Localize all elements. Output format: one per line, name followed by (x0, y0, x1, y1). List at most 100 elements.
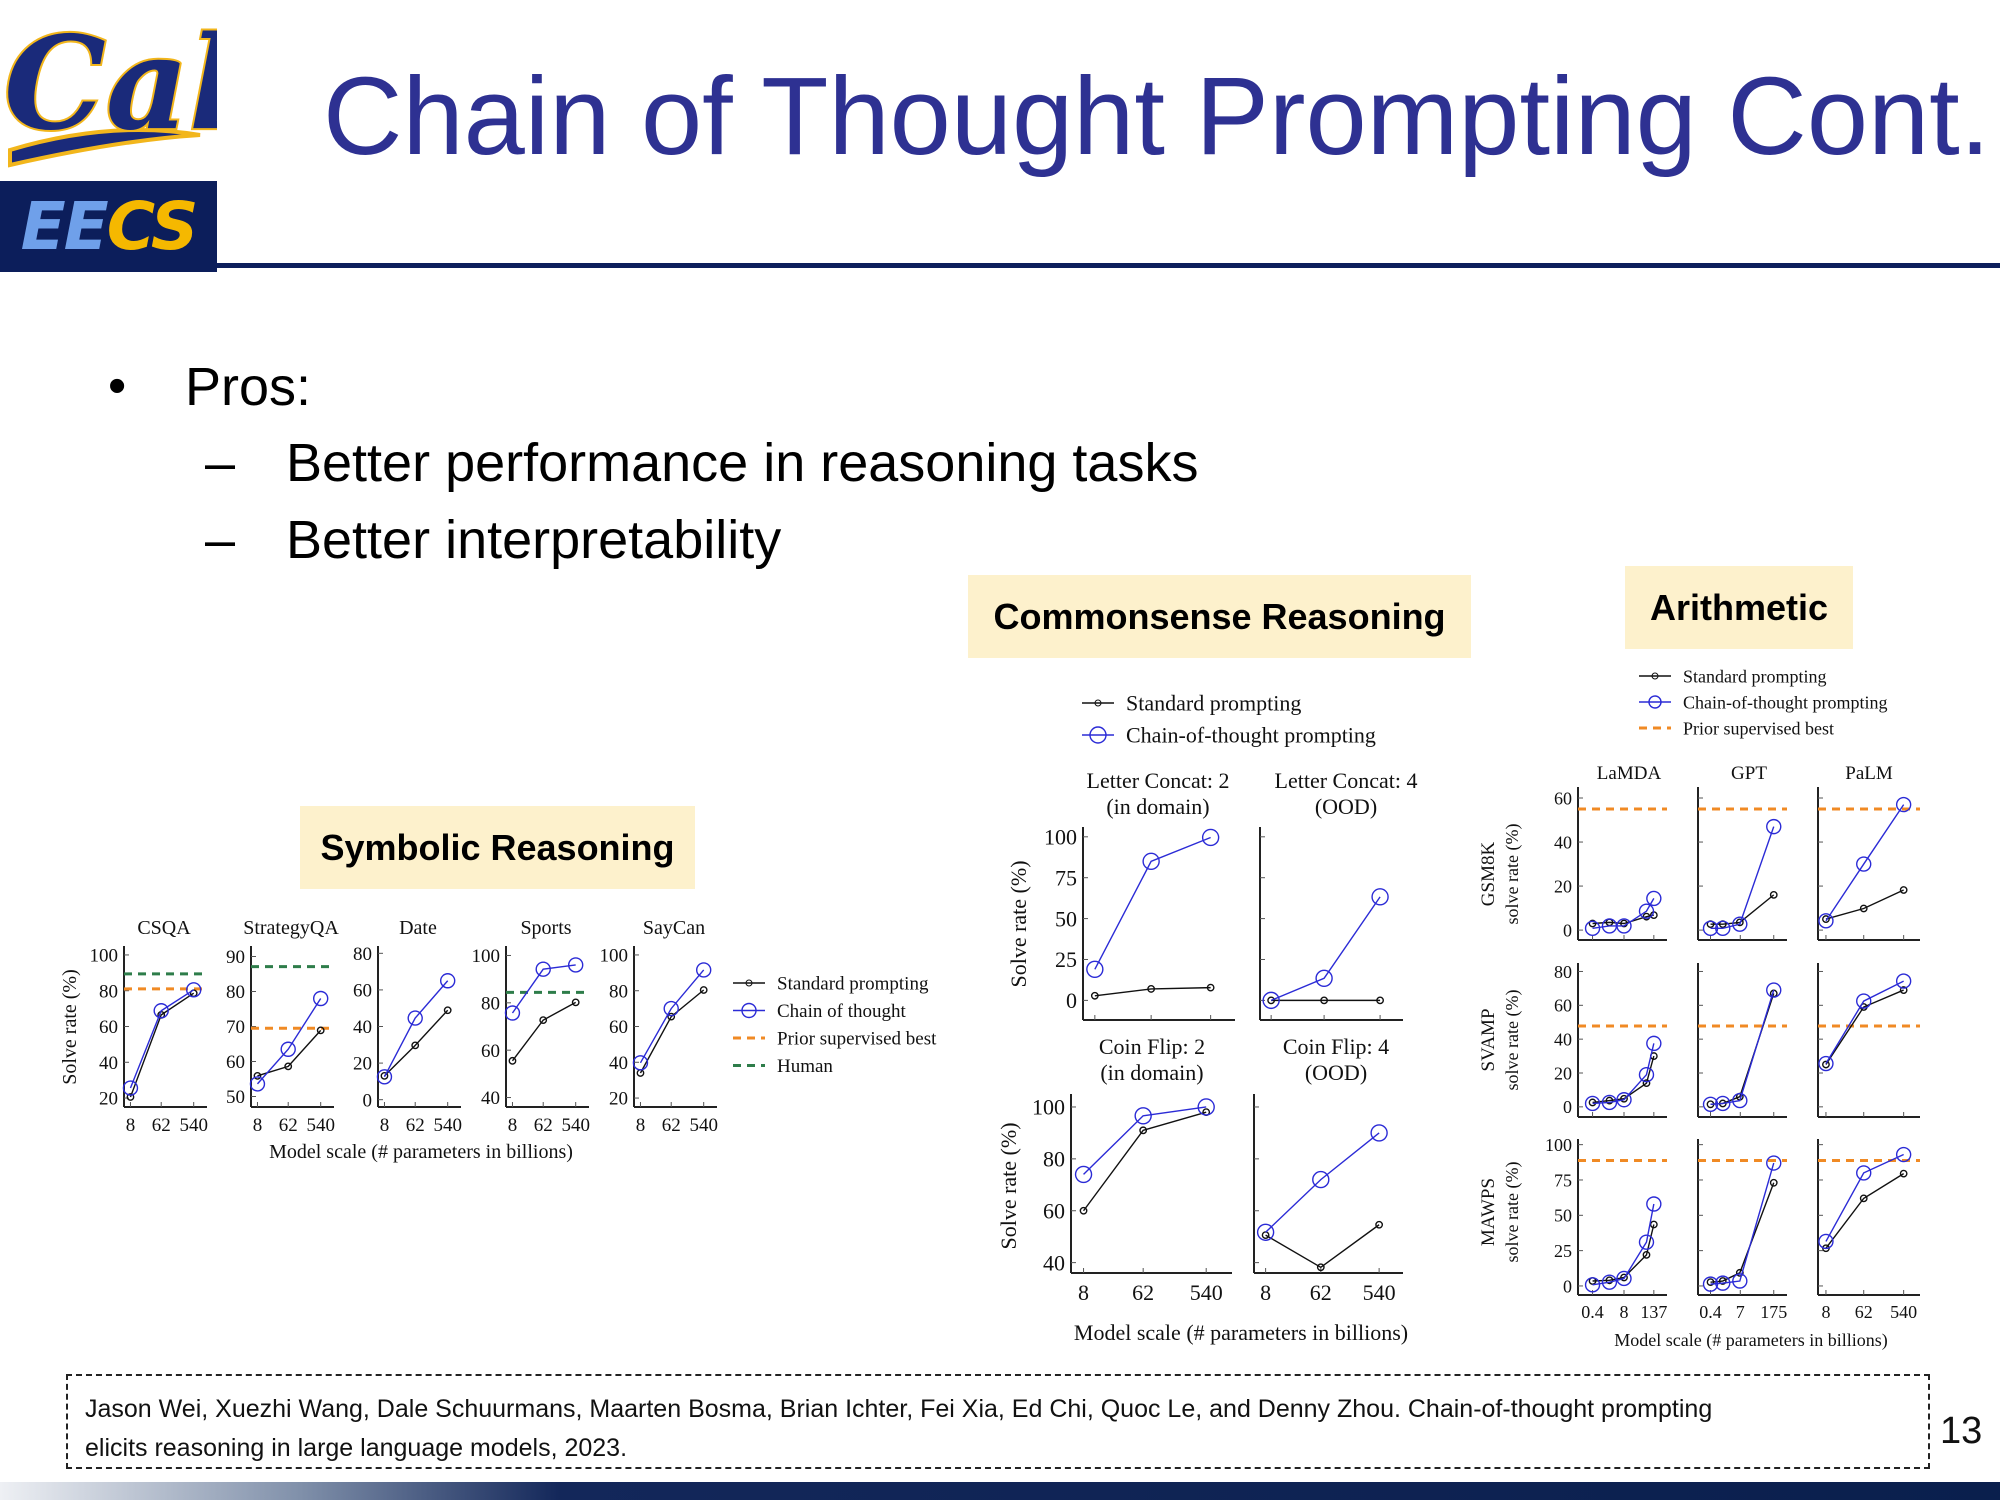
standard-prompting-point (1899, 986, 1908, 994)
panel-gpt-mawps: 0.4 7 175 (1697, 1139, 1787, 1322)
chain-of-thought-point (1895, 973, 1912, 989)
standard-prompting-point (1620, 1273, 1628, 1282)
chain-of-thought-point (567, 957, 584, 973)
x-tick-label: 8 (126, 1115, 136, 1136)
x-tick-label: 540 (1363, 1280, 1396, 1305)
chain-of-thought-line (256, 998, 322, 1085)
y-tick-label: 80 (226, 982, 245, 1003)
standard-prompting-point (1375, 1220, 1384, 1229)
standard-prompting-point (1588, 1098, 1597, 1107)
y-tick-label: 60 (226, 1052, 245, 1073)
citation-box (66, 1374, 1930, 1469)
panel-palm-mawps: 8 62 540 (1817, 1139, 1920, 1322)
y-tick-label: 40 (481, 1088, 500, 1109)
standard-prompting-point (1769, 1178, 1778, 1187)
chain-of-thought-point (1732, 1273, 1748, 1289)
standard-prompting-point (1822, 1060, 1830, 1069)
y-tick-label: 75 (1055, 865, 1077, 890)
bottom-bar (0, 1482, 2000, 1500)
chain-of-thought-point (1201, 828, 1220, 847)
panel-symbolic-3: 8 62 540 Coin Flip: 4(OOD) (1253, 1034, 1403, 1305)
panel-symbolic-2: 40 60 80 100 8 62 540 Coin Flip: 2(in domain) (1032, 1034, 1232, 1305)
x-tick-label: 8 (380, 1115, 390, 1136)
cal-logo-text: Cal (4, 9, 217, 159)
y-tick-label: 100 (1032, 1095, 1065, 1120)
standard-prompting-point (1376, 996, 1384, 1005)
panel-lamda-gsm8k: 0 20 40 60 (1554, 787, 1667, 941)
legend-item: Chain-of-thought prompting (1082, 723, 1376, 748)
standard-prompting-line (1825, 889, 1904, 920)
y-tick-label: 75 (1554, 1170, 1572, 1190)
x-tick-label: 540 (1190, 1280, 1223, 1305)
x-tick-label: 540 (433, 1115, 462, 1136)
legend-cot-marker (1089, 726, 1107, 744)
legend-cot-marker (741, 1002, 757, 1019)
standard-prompting-point (571, 998, 580, 1007)
legend-label: Standard prompting (1126, 691, 1301, 716)
panel-lamda-svamp: 0 20 40 60 80 (1554, 962, 1667, 1118)
panel-title: StrategyQA (243, 917, 339, 939)
standard-prompting-point (1859, 904, 1868, 913)
x-tick-label: 8 (636, 1115, 646, 1136)
chain-of-thought-line (1270, 896, 1381, 1002)
standard-prompting-line (1825, 1173, 1905, 1249)
chain-of-thought-point (1074, 1165, 1093, 1184)
standard-prompting-point (1147, 985, 1156, 993)
citation-line-2: elicits reasoning in large language mode… (85, 1434, 628, 1462)
chain-of-thought-point (439, 973, 456, 989)
chain-of-thought-line (1825, 804, 1905, 922)
y-tick-label: 60 (481, 1041, 500, 1062)
y-tick-label: 20 (99, 1089, 118, 1110)
chain-of-thought-line (1710, 826, 1775, 930)
y-tick-label: 0 (1563, 1276, 1572, 1296)
standard-prompting-point (1649, 1052, 1658, 1060)
standard-prompting-point (1718, 920, 1727, 929)
legend-item: Chain of thought (733, 1001, 906, 1022)
y-tick-label: 25 (1554, 1241, 1572, 1261)
y-tick-label: 100 (1545, 1135, 1572, 1155)
standard-prompting-point (316, 1026, 325, 1035)
standard-prompting-point (380, 1071, 389, 1080)
standard-prompting-point (1320, 996, 1329, 1005)
cal-logo: Cal (0, 0, 239, 172)
standard-prompting-point (1605, 918, 1614, 927)
chain-of-thought-point (1315, 969, 1333, 987)
y-tick-label: 60 (1554, 788, 1572, 808)
chain-of-thought-point (1715, 1275, 1731, 1291)
row-label: solve rate (%) (1502, 990, 1523, 1091)
chain-of-thought-point (1715, 920, 1731, 937)
chain-of-thought-point (1134, 1107, 1152, 1125)
x-tick-label: 8 (1260, 1280, 1271, 1305)
standard-prompting-point (189, 989, 198, 998)
standard-prompting-point (1822, 1244, 1830, 1253)
standard-prompting-point (1899, 886, 1908, 894)
standard-prompting-point (1649, 1220, 1658, 1229)
chain-of-thought-line (511, 964, 576, 1014)
panel-title: (in domain) (1106, 794, 1209, 819)
chain-of-thought-line (129, 989, 195, 1089)
x-tick-label: 540 (561, 1115, 590, 1136)
standard-prompting-point (1706, 1278, 1715, 1287)
x-tick-label: 62 (406, 1115, 425, 1136)
chain-of-thought-point (1601, 918, 1618, 934)
chain-of-thought-point (1197, 1098, 1215, 1116)
chain-of-thought-point (1256, 1223, 1275, 1241)
standard-prompting-point (411, 1041, 420, 1050)
y-tick-label: 40 (99, 1053, 118, 1074)
standard-prompting-point (157, 1010, 166, 1019)
panel-strategyqa: 50 60 70 80 90 8 62 540 StrategyQA (226, 917, 339, 1136)
row-label: solve rate (%) (1502, 824, 1523, 925)
x-tick-label: 62 (152, 1115, 171, 1136)
legend-label: Standard prompting (1683, 666, 1826, 686)
standard-prompting-point (1261, 1231, 1270, 1240)
y-tick-label: 20 (609, 1089, 628, 1110)
y-tick-label: 0 (363, 1090, 373, 1111)
tag-arithmetic: Arithmetic (1625, 566, 1853, 649)
standard-prompting-line (1265, 1224, 1380, 1269)
chain-of-thought-point (663, 1000, 679, 1017)
x-tick-label: 62 (1310, 1280, 1332, 1305)
panel-symbolic-1: Letter Concat: 4(OOD) (1259, 768, 1417, 1021)
title-divider (217, 263, 2000, 268)
panel-title: Coin Flip: 2 (1099, 1034, 1205, 1059)
